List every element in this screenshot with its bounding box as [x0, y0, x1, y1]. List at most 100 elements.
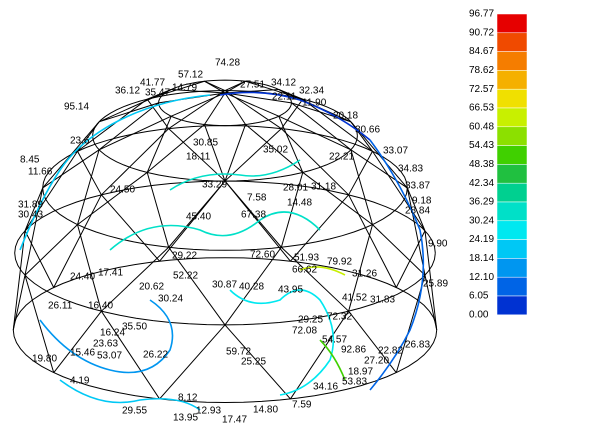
value-label: 4.19	[70, 376, 90, 387]
legend-label: 30.24	[469, 215, 494, 226]
strut	[224, 92, 292, 104]
contour	[369, 139, 425, 391]
value-label: 25.25	[241, 357, 266, 368]
legend-swatch	[496, 258, 528, 278]
value-label: 9.18	[412, 196, 432, 207]
value-label: 40.28	[239, 282, 264, 293]
legend-swatch	[496, 295, 528, 316]
value-label: 18.11	[186, 152, 211, 163]
legend-label: 48.38	[469, 159, 494, 170]
strut	[224, 92, 246, 125]
legend-label: 78.62	[469, 65, 494, 76]
value-label: 33.07	[383, 146, 408, 157]
value-label: 53.83	[342, 377, 367, 388]
strut	[146, 172, 226, 248]
contour	[19, 94, 211, 251]
strut	[280, 128, 373, 196]
value-label: 31.18	[311, 182, 336, 193]
value-label: 13.95	[173, 413, 198, 424]
value-label: 31.89	[18, 200, 43, 211]
strut	[168, 246, 282, 326]
value-label: 35.47	[145, 88, 170, 99]
legend-swatch	[496, 182, 528, 203]
legend-swatch	[496, 201, 528, 222]
value-label: 8.45	[20, 155, 40, 166]
value-label: 28.01	[283, 183, 308, 194]
value-label: 34.12	[271, 78, 296, 89]
strut	[224, 80, 246, 94]
strut	[372, 151, 426, 232]
legend-swatch	[496, 51, 528, 71]
strut	[77, 128, 170, 196]
legend-swatch	[496, 276, 528, 297]
value-label: 14.80	[253, 405, 278, 416]
strut	[168, 128, 282, 182]
value-label: 16.24	[100, 328, 125, 339]
legend-label: 36.29	[469, 197, 494, 208]
value-label: 26.22	[143, 350, 168, 361]
value-label: 26.83	[405, 340, 430, 351]
legend-label: 18.14	[469, 253, 494, 264]
value-label: 30.87	[212, 280, 237, 291]
value-label: 35.50	[122, 322, 147, 333]
value-label: 41.77	[140, 78, 165, 89]
node-labels: 74.28 57.12 41.77 36.12 35.47 14.79 27.5…	[18, 58, 448, 426]
value-label: 33.87	[405, 181, 430, 192]
value-label: 59.72	[226, 347, 251, 358]
contour	[59, 379, 201, 411]
legend-label: 0.00	[469, 309, 489, 320]
strut	[171, 92, 226, 117]
value-label: 29.22	[172, 251, 197, 262]
value-label: 72.60	[250, 250, 275, 261]
legend-label: 54.43	[469, 140, 494, 151]
value-label: 19.80	[32, 354, 57, 365]
value-label: 72.08	[292, 326, 317, 337]
value-label: 27.20	[364, 356, 389, 367]
value-label: 22.82	[378, 346, 403, 357]
strut	[204, 92, 226, 125]
legend-swatch	[496, 126, 528, 146]
contour	[219, 91, 371, 141]
strut	[24, 275, 102, 373]
legend-swatch	[496, 70, 528, 90]
value-label: 35.02	[263, 145, 288, 156]
value-label: 7.59	[292, 400, 312, 411]
value-label: 22.11	[272, 92, 297, 103]
contour	[109, 211, 321, 251]
value-label: 57.12	[178, 70, 203, 81]
legend-label: 66.53	[469, 103, 494, 114]
value-label: 79.92	[327, 257, 352, 268]
legend-swatch	[496, 239, 528, 259]
strut	[224, 172, 304, 248]
value-label: 52.22	[173, 271, 198, 282]
value-label: 31.83	[370, 295, 395, 306]
value-label: 32.34	[299, 86, 324, 97]
strut	[146, 116, 205, 173]
strut	[12, 230, 26, 331]
value-label: 31.26	[352, 269, 377, 280]
value-label: 12.93	[196, 406, 221, 417]
value-label: 22.21	[329, 152, 354, 163]
value-label: 45.40	[186, 212, 211, 223]
value-label: 67.38	[241, 210, 266, 221]
value-label: 23.6	[70, 136, 90, 147]
value-label: 30.24	[158, 294, 183, 305]
value-label: 27.51	[240, 80, 265, 91]
value-label: 74.28	[215, 58, 240, 69]
value-label: 17.41	[98, 268, 123, 279]
strut	[77, 224, 170, 312]
strut	[100, 310, 226, 400]
value-label: 15.46	[70, 348, 95, 359]
contour	[229, 289, 335, 396]
legend-label: 24.19	[469, 234, 494, 245]
value-label: 18.97	[348, 367, 373, 378]
legend-swatch	[496, 164, 528, 184]
contour	[319, 339, 346, 381]
strut	[224, 92, 279, 117]
strut	[302, 149, 373, 225]
value-label: 30.66	[355, 125, 380, 136]
legend-swatch	[496, 107, 528, 128]
strut	[24, 187, 78, 276]
